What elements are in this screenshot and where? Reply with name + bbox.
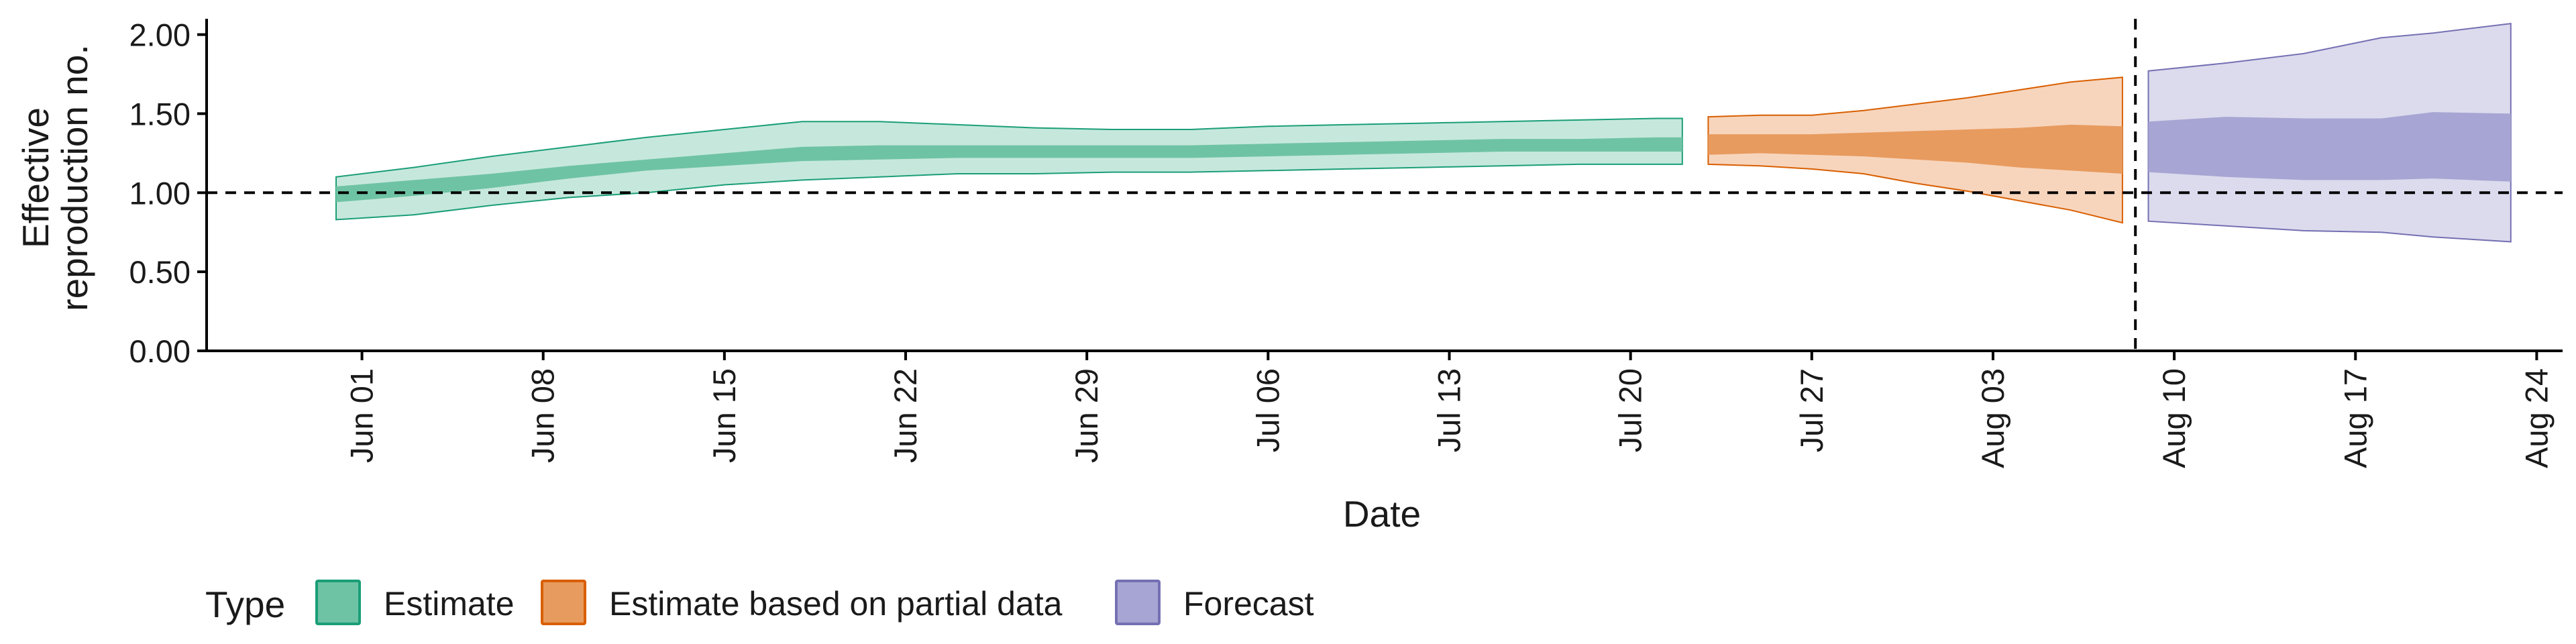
x-tick-label: Aug 03 — [1975, 368, 2010, 468]
x-ticks: Jun 01 Jun 08 Jun 15 Jun 22 Jun 29 Jul 06 Jul … — [344, 351, 2554, 468]
x-tick-label: Aug 17 — [2337, 368, 2373, 468]
y-tick-label: 1.00 — [129, 175, 191, 211]
legend-key-forecast — [1115, 580, 1161, 625]
x-tick-label: Jul 06 — [1250, 368, 1285, 452]
legend-label-estimate: Estimate — [384, 585, 515, 623]
legend-key-partial — [541, 580, 586, 625]
x-tick-label: Jun 08 — [525, 368, 561, 463]
y-ticks: 0.00 0.50 1.00 1.50 2.00 — [129, 17, 207, 369]
series-bands — [335, 22, 2512, 243]
x-axis-label: Date — [1343, 493, 1421, 535]
band-50-partial — [1708, 124, 2123, 174]
x-tick-label: Jul 27 — [1794, 368, 1829, 452]
x-tick-label: Jun 01 — [344, 368, 380, 463]
x-tick-label: Aug 10 — [2156, 368, 2192, 468]
reference-lines — [207, 19, 2563, 351]
y-axis-label-line-2: reproduction no. — [54, 44, 95, 311]
x-tick-label: Jun 15 — [706, 368, 742, 463]
y-tick-label: 2.00 — [129, 17, 191, 53]
axes: 0.000.501.001.502.00 Jun 01 Jun 08 Jun 15 J… — [129, 17, 2563, 468]
y-tick-label: 0.50 — [129, 254, 191, 290]
x-tick-label: Jun 22 — [888, 368, 923, 463]
y-axis-label-line-1: Effective — [15, 107, 56, 248]
legend-title: Type — [205, 584, 285, 625]
legend-label-forecast: Forecast — [1183, 585, 1314, 623]
band-50-forecast — [2148, 112, 2511, 182]
legend-key-estimate — [315, 580, 361, 625]
x-tick-label: Jul 20 — [1613, 368, 1648, 452]
y-tick-label: 1.50 — [129, 96, 191, 131]
legend: Type Estimate Estimate based on partial … — [205, 580, 1314, 625]
x-tick-label: Jul 13 — [1432, 368, 1467, 452]
band-50-estimate — [336, 137, 1682, 203]
y-tick-label: 0.00 — [129, 333, 191, 369]
x-tick-label: Aug 24 — [2518, 368, 2554, 468]
x-tick-label: Jun 29 — [1069, 368, 1104, 463]
legend-label-partial: Estimate based on partial data — [609, 585, 1063, 623]
